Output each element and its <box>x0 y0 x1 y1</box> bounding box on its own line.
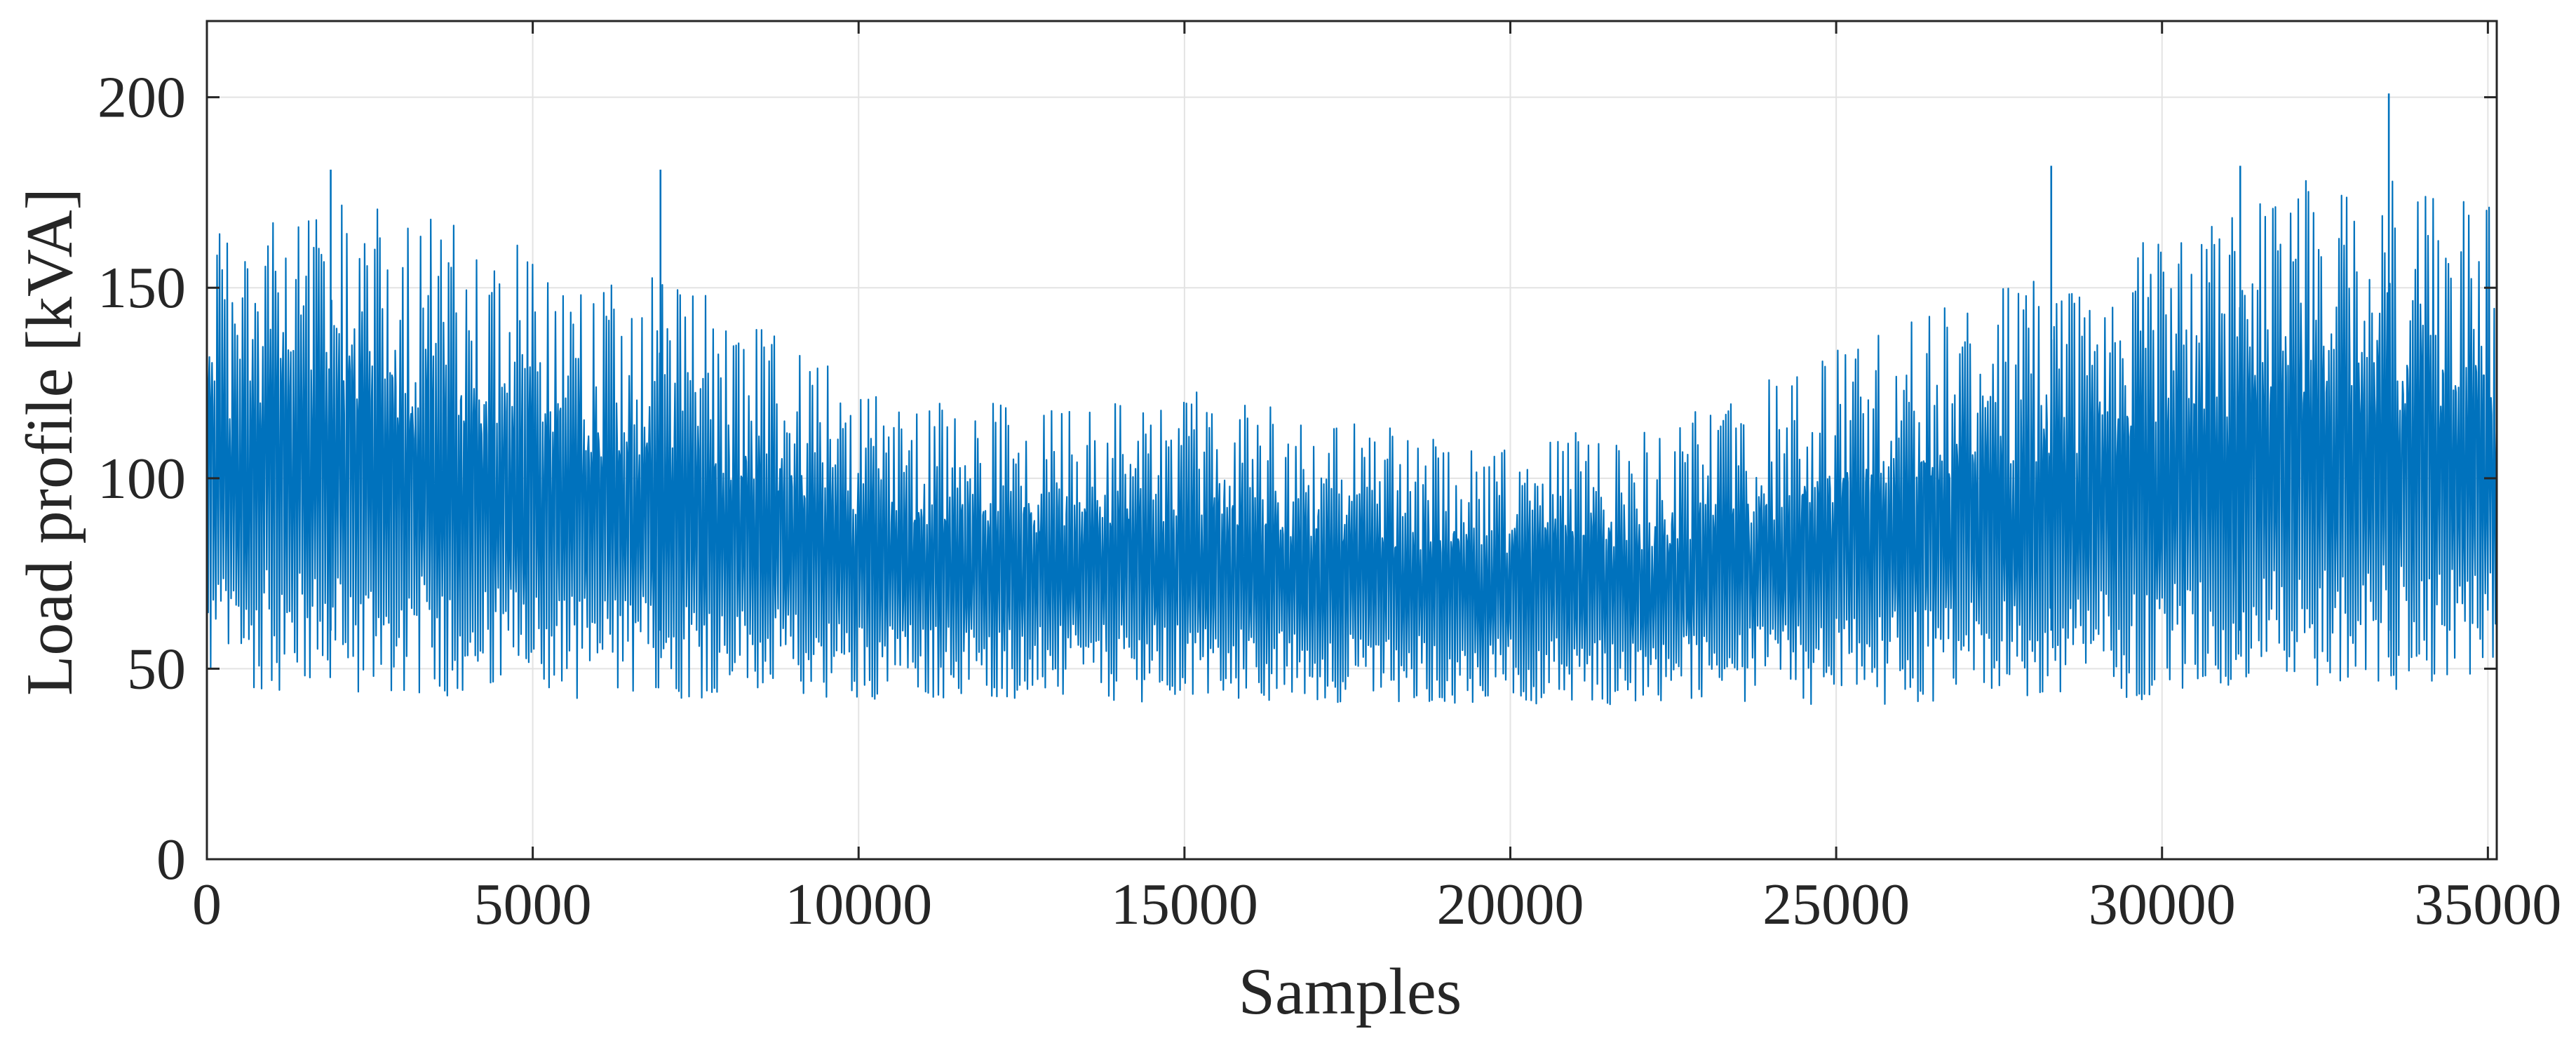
x-tick-label: 5000 <box>474 872 592 937</box>
x-tick-label: 0 <box>192 872 222 937</box>
x-tick-label: 20000 <box>1436 872 1584 937</box>
x-tick-label: 30000 <box>2089 872 2236 937</box>
x-axis-label: Samples <box>1239 955 1462 1028</box>
axis-ticks: 0 5000 10000 15000 20000 25000 30000 35000 0 50 10… <box>97 21 2561 937</box>
series-line <box>205 180 2498 706</box>
x-tick-label: 25000 <box>1762 872 1910 937</box>
x-tick-label: 35000 <box>2414 872 2561 937</box>
series-load-profile <box>205 93 2498 706</box>
x-tick-label: 15000 <box>1111 872 1258 937</box>
y-tick-label: 200 <box>97 65 186 130</box>
plot-frame <box>205 20 2498 861</box>
x-tick-label: 10000 <box>785 872 932 937</box>
y-tick-label: 50 <box>127 636 186 701</box>
y-tick-label: 0 <box>156 827 186 892</box>
y-axis-label: Load profile [kVA] <box>13 188 86 696</box>
y-tick-label: 150 <box>97 255 186 321</box>
y-tick-label: 100 <box>97 446 186 511</box>
